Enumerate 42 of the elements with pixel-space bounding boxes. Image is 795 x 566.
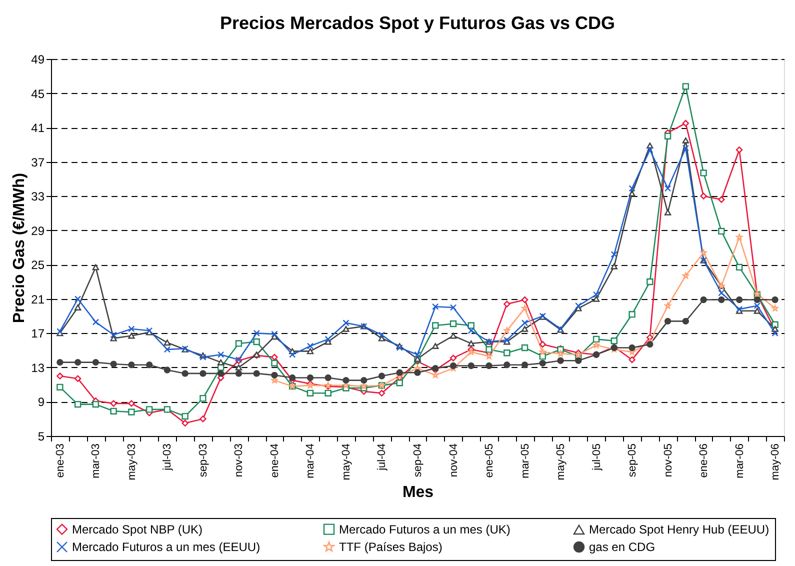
x-tick-label: may-05 (555, 444, 568, 480)
x-tick-label: ene-04 (268, 444, 281, 478)
y-tick-label: 33 (31, 190, 45, 204)
y-tick-label: 13 (31, 360, 45, 375)
x-tick-label: mar-06 (734, 444, 746, 478)
y-axis-title: Precio Gas (€/MWh) (11, 172, 28, 324)
y-tick-label: 45 (31, 86, 45, 101)
x-tick-label: nov-03 (233, 444, 246, 478)
y-tick-label: 21 (31, 292, 45, 306)
legend-label: Mercado Spot NBP (UK) (72, 522, 202, 536)
x-tick-label: ene-06 (698, 444, 710, 478)
x-tick-label: ene-05 (484, 444, 496, 478)
y-tick-label: 5 (38, 430, 45, 444)
x-tick-label: mar-04 (304, 444, 317, 478)
x-tick-label: sep-04 (412, 444, 424, 478)
x-tick-label: sep-05 (626, 444, 639, 478)
x-tick-label: nov-04 (448, 444, 460, 478)
y-tick-label: 25 (31, 258, 45, 272)
y-tick-label: 37 (31, 155, 45, 170)
legend-label: Mercado Futuros a un mes (UK) (339, 522, 510, 536)
legend-label: TTF (Países Bajos) (339, 540, 442, 554)
x-tick-label: jul-05 (590, 444, 603, 472)
x-tick-label: ene-03 (54, 444, 66, 478)
legend-label: Mercado Spot Henry Hub (EEUU) (589, 522, 770, 537)
x-tick-label: mar-03 (90, 444, 102, 478)
x-tick-label: sep-03 (197, 444, 210, 478)
x-tick-label: mar-05 (519, 444, 532, 478)
x-axis-title: Mes (402, 484, 434, 502)
x-tick-label: nov-05 (662, 444, 674, 478)
legend-label: gas en CDG (589, 540, 656, 554)
legend-label: Mercado Futuros a un mes (EEUU) (72, 540, 260, 554)
x-tick-label: may-03 (126, 444, 138, 480)
x-tick-label: may-06 (770, 444, 782, 480)
x-tick-label: jul-03 (162, 444, 174, 472)
y-tick-label: 17 (31, 326, 45, 341)
y-tick-label: 29 (31, 224, 45, 238)
x-tick-label: may-04 (340, 444, 352, 480)
y-tick-label: 41 (31, 121, 45, 136)
y-tick-label: 9 (38, 395, 45, 410)
chart-title: Precios Mercados Spot y Futuros Gas vs CDG (220, 13, 616, 33)
x-tick-label: jul-04 (376, 444, 388, 472)
y-tick-label: 49 (31, 52, 45, 66)
